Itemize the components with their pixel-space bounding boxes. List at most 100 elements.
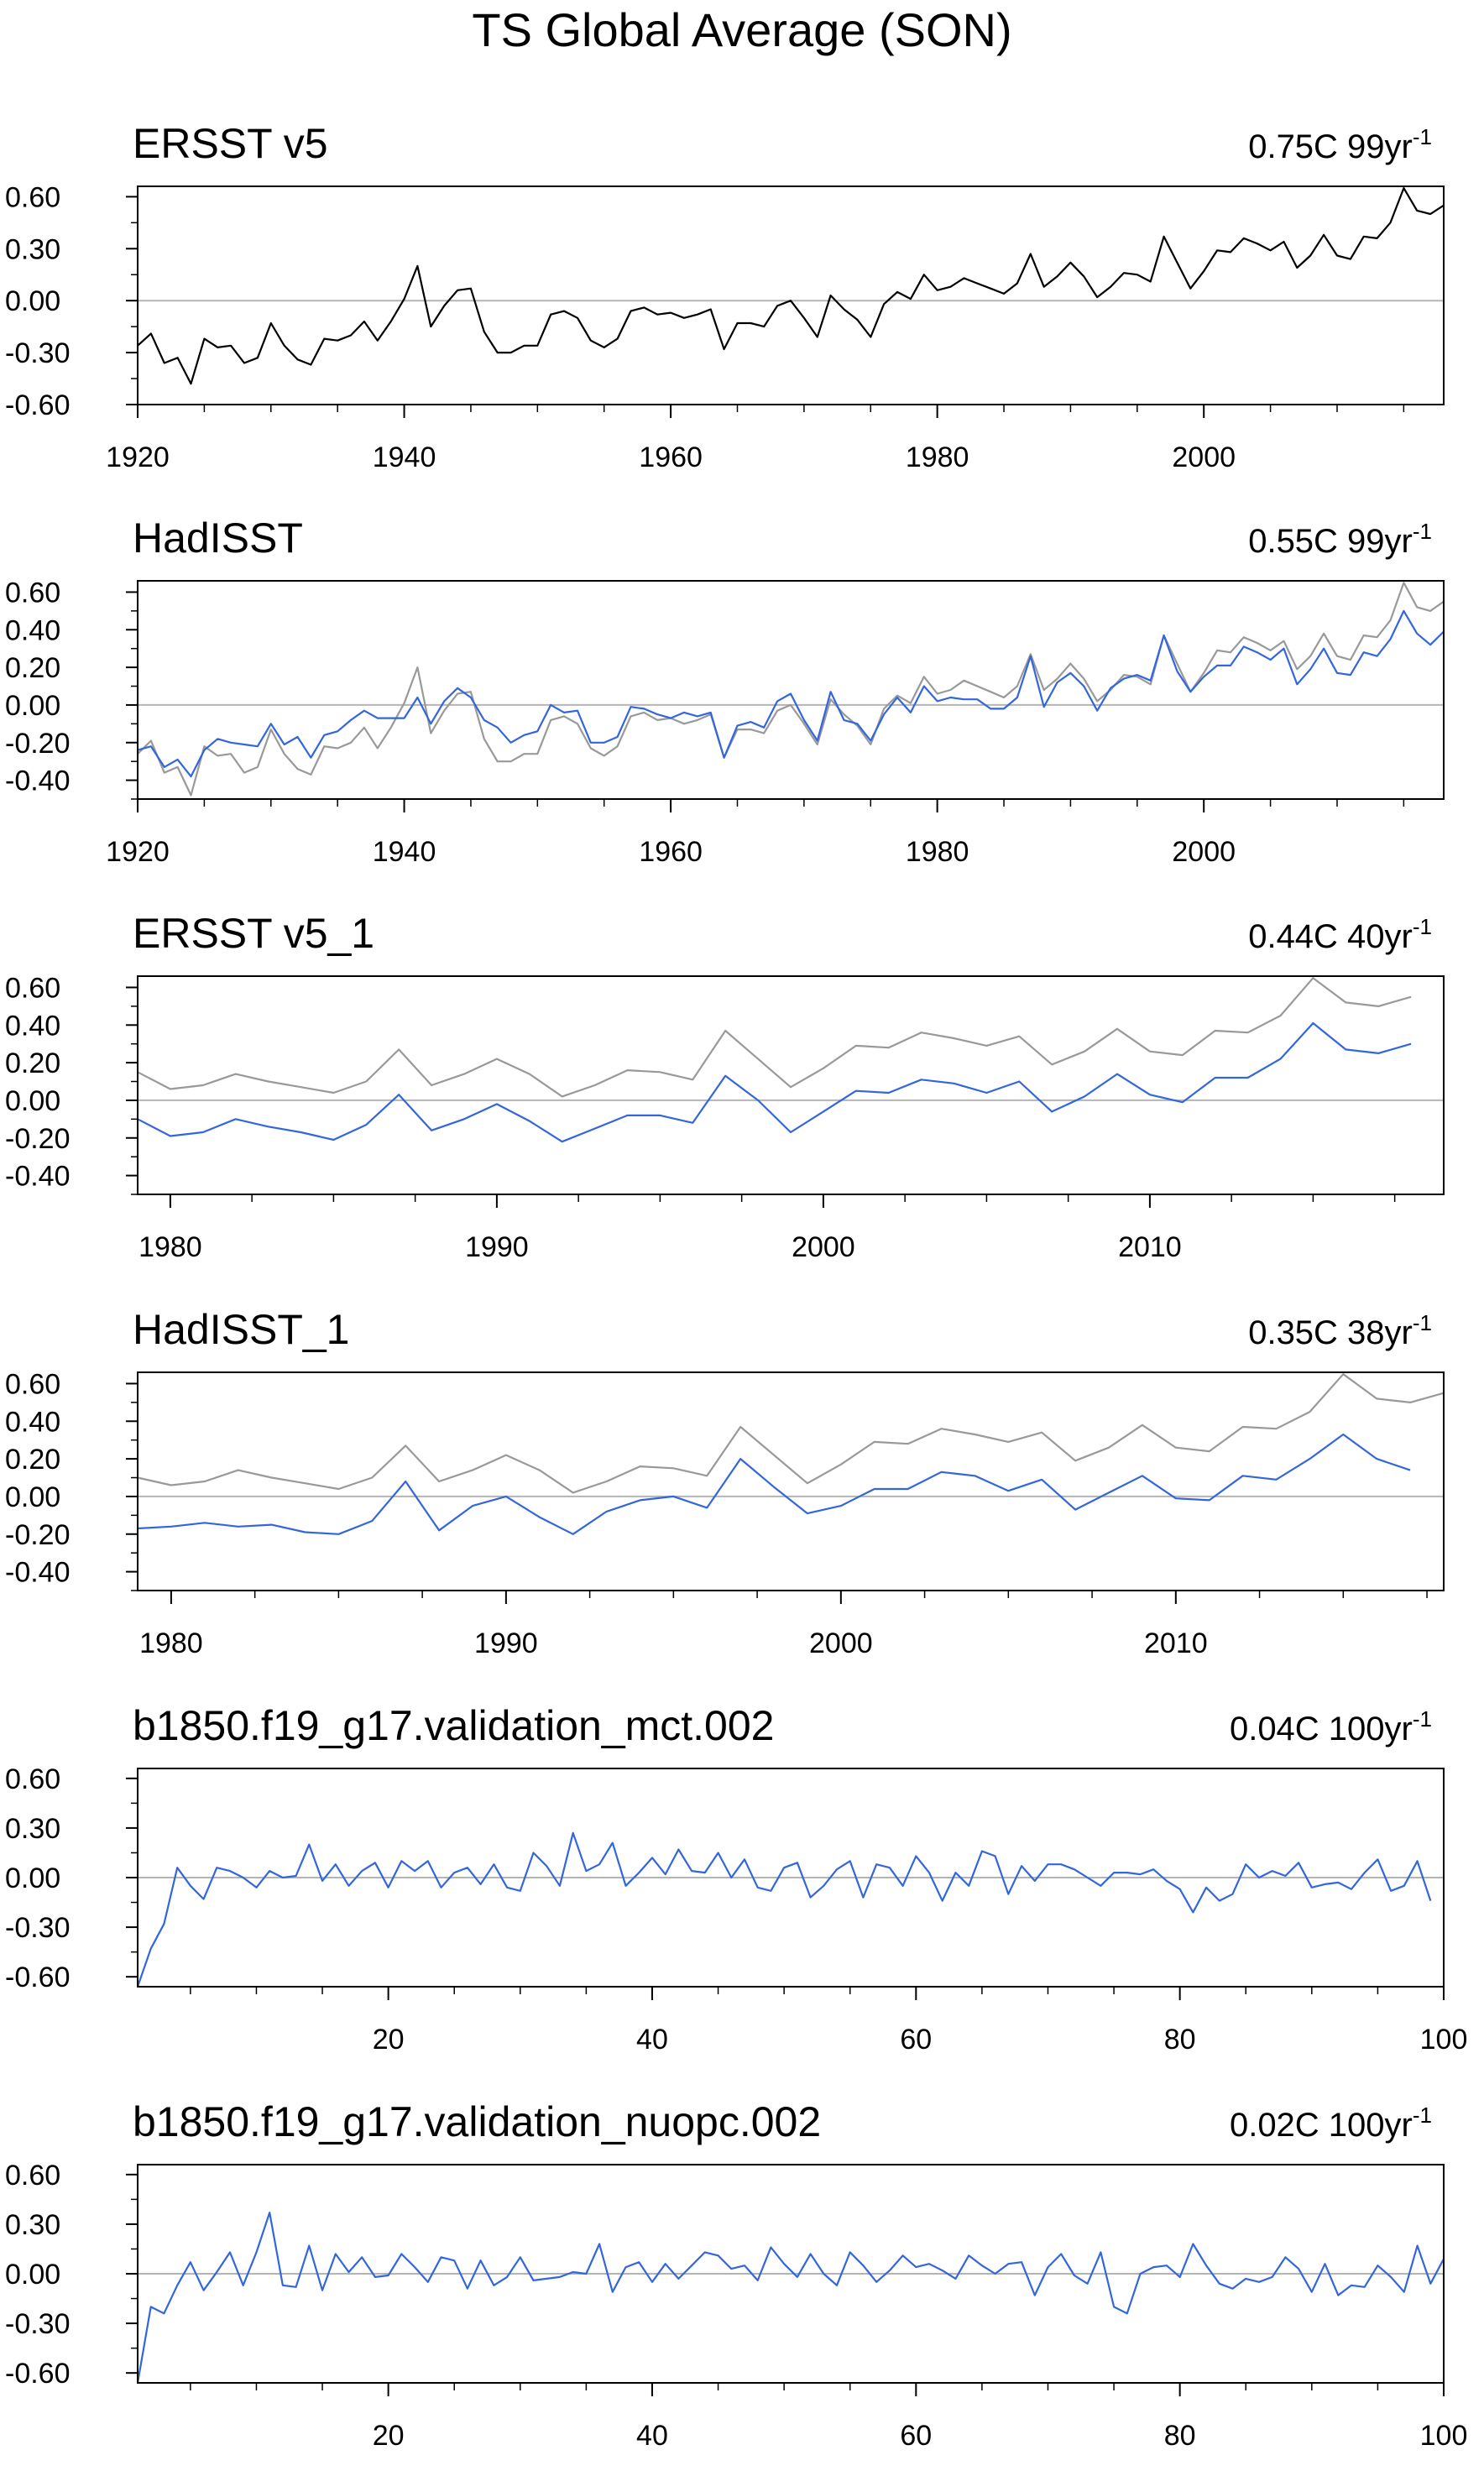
trend-text: 0.44C 40yr — [1248, 918, 1413, 955]
chart-panel-3: ERSST v5_1 0.44C 40yr-1 -0.40 -0.20 0.00 0.20… — [5, 910, 1445, 1263]
x-tick-label: 1980 — [138, 1231, 202, 1263]
trend-text: 0.35C 38yr — [1248, 1314, 1413, 1351]
y-tick-label: -0.30 — [5, 2308, 71, 2340]
series-line-1 — [136, 1831, 1432, 1988]
y-tick-label: 0.60 — [5, 2160, 60, 2192]
x-tick-label: 2000 — [809, 1627, 873, 1659]
x-tick-label: 60 — [900, 2420, 932, 2452]
y-tick-label: 0.20 — [5, 1047, 60, 1079]
chart-panel-4: HadISST_1 0.35C 38yr-1 -0.40 -0.20 0.00 0.20 0… — [5, 1306, 1445, 1659]
x-tick-label: 1980 — [906, 836, 969, 868]
trend-exponent: -1 — [1413, 914, 1432, 939]
chart-panel-2: HadISST 0.55C 99yr-1 -0.40 -0.20 0.00 0.20 0.4… — [5, 515, 1445, 868]
x-tick-label: 1920 — [106, 836, 170, 868]
y-tick-label: -0.60 — [5, 389, 71, 421]
y-tick-label: 0.00 — [5, 2259, 60, 2291]
x-tick-label: 20 — [373, 2420, 405, 2452]
y-tick-label: 0.30 — [5, 233, 60, 265]
trend-label: 0.02C 100yr-1 — [1230, 2103, 1432, 2144]
x-tick-label: 1960 — [639, 836, 703, 868]
x-tick-label: 2000 — [1172, 441, 1236, 473]
series-line-2 — [137, 1021, 1412, 1143]
y-tick-label: -0.20 — [5, 728, 71, 760]
chart-panel-5: b1850.f19_g17.validation_mct.002 0.04C 10… — [5, 1702, 1467, 2056]
y-tick-label: 0.00 — [5, 1481, 60, 1513]
x-tick-label: 1940 — [373, 441, 436, 473]
x-tick-label: 20 — [373, 2024, 405, 2056]
plot-frame — [137, 580, 1445, 800]
chart-panel-6: b1850.f19_g17.validation_nuopc.002 0.02C … — [5, 2098, 1467, 2452]
x-tick-label: 60 — [900, 2024, 932, 2056]
y-tick-label: 0.00 — [5, 690, 60, 722]
panel-title: ERSST v5_1 — [133, 910, 374, 957]
y-tick-label: 0.60 — [5, 972, 60, 1004]
y-tick-label: -0.40 — [5, 765, 71, 797]
series-line-2 — [137, 1433, 1411, 1535]
series-line-1 — [136, 2212, 1445, 2384]
series-line-1 — [137, 977, 1412, 1098]
trend-label: 0.75C 99yr-1 — [1248, 124, 1432, 165]
series-line-1 — [137, 187, 1445, 385]
y-tick-label: -0.60 — [5, 2358, 71, 2390]
trend-text: 0.55C 99yr — [1248, 523, 1413, 560]
chart-panels: ERSST v5 0.75C 99yr-1-0.60-0.300.000.300.… — [5, 120, 1467, 2452]
panel-title: HadISST_1 — [133, 1306, 349, 1353]
plot-frame — [137, 185, 1445, 405]
trend-exponent: -1 — [1413, 1706, 1432, 1732]
panel-title: b1850.f19_g17.validation_mct.002 — [133, 1702, 774, 1749]
x-tick-label: 100 — [1420, 2420, 1468, 2452]
y-tick-label: 0.40 — [5, 1010, 60, 1042]
series-line-2 — [137, 609, 1445, 778]
panel-title: HadISST — [133, 515, 303, 562]
trend-text: 0.02C 100yr — [1230, 2107, 1413, 2144]
y-tick-label: 0.60 — [5, 1763, 60, 1795]
x-tick-label: 1940 — [373, 836, 436, 868]
x-tick-label: 1990 — [465, 1231, 529, 1263]
chart-panel-1: ERSST v5 0.75C 99yr-1 -0.60 -0.30 0.00 0.30 0.… — [5, 120, 1445, 473]
trend-text: 0.75C 99yr — [1248, 128, 1413, 165]
y-tick-label: 0.40 — [5, 1406, 60, 1438]
figure-title: TS Global Average (SON) — [472, 3, 1011, 56]
y-tick-label: 0.40 — [5, 614, 60, 646]
x-tick-label: 1960 — [639, 441, 703, 473]
x-tick-label: 100 — [1420, 2024, 1468, 2056]
trend-exponent: -1 — [1413, 124, 1432, 149]
y-tick-label: 0.60 — [5, 1368, 60, 1400]
series-line-1 — [137, 1373, 1445, 1494]
trend-label: 0.04C 100yr-1 — [1230, 1706, 1432, 1747]
y-tick-label: 0.20 — [5, 1444, 60, 1476]
y-tick-label: -0.60 — [5, 1962, 71, 1993]
y-tick-label: 0.60 — [5, 577, 60, 609]
trend-text: 0.04C 100yr — [1230, 1711, 1413, 1747]
y-tick-label: 0.60 — [5, 181, 60, 213]
x-tick-label: 40 — [636, 2420, 668, 2452]
plot-frame — [137, 975, 1445, 1195]
y-tick-label: -0.40 — [5, 1557, 71, 1589]
y-tick-label: 0.00 — [5, 1862, 60, 1894]
x-tick-label: 40 — [636, 2024, 668, 2056]
x-tick-label: 1990 — [474, 1627, 538, 1659]
x-tick-label: 1980 — [906, 441, 969, 473]
trend-exponent: -1 — [1413, 1310, 1432, 1335]
x-tick-label: 80 — [1164, 2420, 1196, 2452]
x-tick-label: 80 — [1164, 2024, 1196, 2056]
trend-label: 0.35C 38yr-1 — [1248, 1310, 1432, 1351]
trend-label: 0.55C 99yr-1 — [1248, 519, 1432, 560]
panel-title: ERSST v5 — [133, 120, 328, 167]
y-tick-label: -0.30 — [5, 337, 71, 369]
series-line-1 — [137, 582, 1445, 797]
x-tick-label: 2010 — [1118, 1231, 1182, 1263]
y-tick-label: -0.40 — [5, 1161, 71, 1193]
x-tick-label: 2010 — [1144, 1627, 1208, 1659]
x-tick-label: 1920 — [106, 441, 170, 473]
y-tick-label: 0.20 — [5, 652, 60, 684]
plot-frame — [137, 1371, 1445, 1591]
panel-title: b1850.f19_g17.validation_nuopc.002 — [133, 2098, 821, 2145]
y-tick-label: 0.00 — [5, 1085, 60, 1117]
x-tick-label: 2000 — [1172, 836, 1236, 868]
trend-label: 0.44C 40yr-1 — [1248, 914, 1432, 955]
y-tick-label: -0.30 — [5, 1912, 71, 1944]
y-tick-label: 0.30 — [5, 2209, 60, 2241]
y-tick-label: 0.30 — [5, 1813, 60, 1845]
